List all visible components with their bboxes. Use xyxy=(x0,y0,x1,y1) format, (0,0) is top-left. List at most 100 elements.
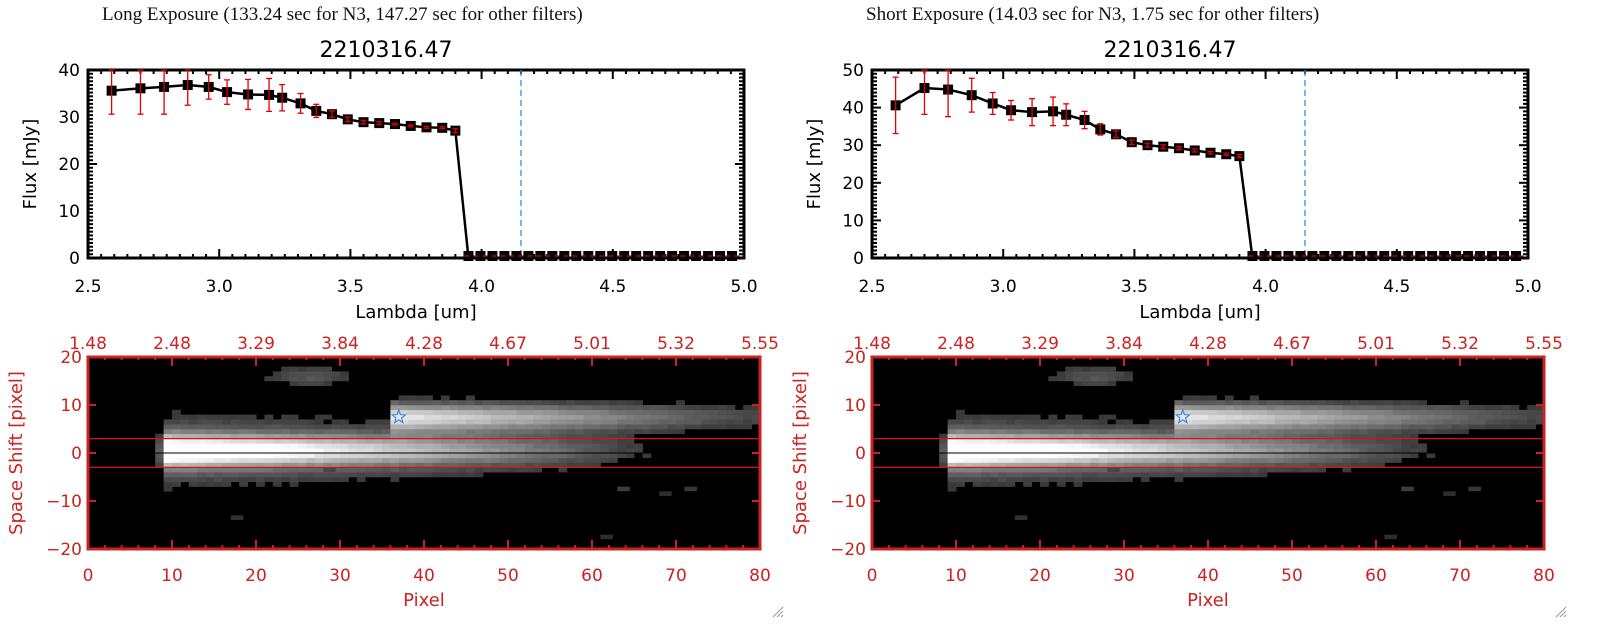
image-pixel xyxy=(1275,457,1285,463)
image-pixel xyxy=(264,419,274,425)
image-pixel xyxy=(1132,433,1142,439)
image-top-tick-label: 4.67 xyxy=(489,334,527,354)
image-pixel xyxy=(457,457,467,463)
image-pixel xyxy=(298,457,307,463)
image-pixel xyxy=(1224,409,1234,415)
image-pixel xyxy=(650,429,660,435)
image-pixel xyxy=(214,462,223,468)
right-resize-grip-icon[interactable] xyxy=(1553,604,1567,618)
image-pixel xyxy=(709,419,719,425)
image-pixel xyxy=(348,457,358,463)
image-pixel xyxy=(726,405,736,411)
image-pixel xyxy=(230,448,240,454)
image-pixel xyxy=(1065,366,1075,372)
image-pixel xyxy=(1166,438,1175,444)
image-pixel xyxy=(541,457,551,463)
image-pixel xyxy=(1334,424,1343,430)
y-tick-label: 0 xyxy=(69,249,80,269)
image-pixel xyxy=(214,433,223,439)
image-pixel xyxy=(432,424,442,430)
image-pixel xyxy=(373,433,383,439)
image-pixel xyxy=(1124,457,1133,463)
image-pixel xyxy=(550,414,559,420)
image-pixel xyxy=(407,457,417,463)
image-pixel xyxy=(1233,438,1243,444)
image-pixel xyxy=(356,433,366,439)
image-pixel xyxy=(989,419,999,425)
image-pixel xyxy=(1325,443,1335,449)
image-pixel xyxy=(1342,409,1352,415)
image-pixel xyxy=(474,472,484,478)
image-pixel xyxy=(726,414,736,420)
image-pixel xyxy=(1224,467,1234,473)
image-pixel xyxy=(289,419,299,425)
image-pixel xyxy=(1258,438,1268,444)
image-pixel xyxy=(1451,414,1461,420)
image-pixel xyxy=(575,419,585,425)
image-pixel xyxy=(1527,414,1537,420)
image-pixel xyxy=(964,477,974,483)
image-x-axis-label: Pixel xyxy=(1187,590,1229,611)
image-pixel xyxy=(1115,438,1125,444)
image-pixel xyxy=(956,481,965,487)
image-pixel xyxy=(533,457,543,463)
image-pixel xyxy=(281,376,291,382)
star-marker-icon xyxy=(1174,408,1192,425)
image-pixel xyxy=(592,419,601,425)
image-pixel xyxy=(390,409,400,415)
image-pixel xyxy=(1308,438,1318,444)
image-pixel xyxy=(314,438,324,444)
image-pixel xyxy=(382,462,391,468)
image-pixel xyxy=(524,429,534,435)
image-pixel xyxy=(323,462,333,468)
image-pixel xyxy=(625,414,635,420)
image-pixel xyxy=(1140,453,1150,459)
image-pixel xyxy=(659,409,669,415)
left-resize-grip-icon[interactable] xyxy=(770,604,784,618)
image-pixel xyxy=(1325,429,1335,435)
image-pixel xyxy=(281,462,291,468)
image-pixel xyxy=(1350,400,1360,406)
image-pixel xyxy=(1208,443,1217,449)
image-pixel xyxy=(1157,472,1167,478)
image-pixel xyxy=(331,443,341,449)
image-pixel xyxy=(172,457,181,463)
image-pixel xyxy=(289,371,299,377)
image-pixel xyxy=(474,457,484,463)
image-pixel xyxy=(1233,457,1243,463)
image-pixel xyxy=(1325,409,1335,415)
image-pixel xyxy=(356,467,366,473)
image-pixel xyxy=(180,433,190,439)
image-pixel xyxy=(482,409,492,415)
image-pixel xyxy=(558,448,568,454)
image-pixel xyxy=(634,414,643,420)
image-pixel xyxy=(1090,424,1100,430)
image-pixel xyxy=(1065,448,1075,454)
image-pixel xyxy=(407,467,417,473)
image-pixel xyxy=(650,414,660,420)
image-pixel xyxy=(989,429,999,435)
image-pixel xyxy=(533,453,543,459)
image-pixel xyxy=(214,438,223,444)
image-pixel xyxy=(524,424,534,430)
image-pixel xyxy=(1283,467,1293,473)
image-top-tick-label: 3.84 xyxy=(321,334,359,354)
image-pixel xyxy=(298,419,307,425)
image-pixel xyxy=(575,400,585,406)
image-pixel xyxy=(1098,381,1108,387)
image-pixel xyxy=(407,424,417,430)
image-pixel xyxy=(247,443,257,449)
image-pixel xyxy=(1266,433,1276,439)
image-pixel xyxy=(1426,429,1436,435)
image-pixel xyxy=(947,438,957,444)
image-pixel xyxy=(197,477,207,483)
image-x-axis-label: Pixel xyxy=(403,590,445,611)
image-pixel xyxy=(1275,405,1285,411)
image-pixel xyxy=(314,424,324,430)
image-pixel xyxy=(743,405,753,411)
image-pixel xyxy=(331,457,341,463)
image-pixel xyxy=(289,448,299,454)
image-pixel xyxy=(289,429,299,435)
image-pixel xyxy=(1115,419,1125,425)
image-pixel xyxy=(1426,424,1436,430)
